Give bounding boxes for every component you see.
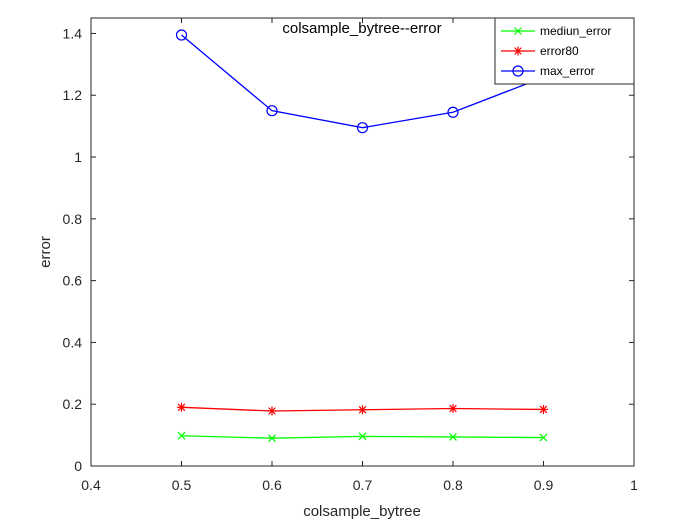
marker-stroke xyxy=(358,432,367,441)
y-axis-ticks: 0 0.2 0.4 0.6 0.8 1 1.2 1.4 xyxy=(63,25,634,474)
legend-item: mediun_error xyxy=(501,24,611,38)
marker-stroke xyxy=(449,433,457,441)
marker-stroke xyxy=(514,27,522,35)
legend-marker xyxy=(514,27,522,35)
y-tick-label: 1.4 xyxy=(63,25,83,41)
data-point xyxy=(177,431,186,440)
x-axis-label: colsample_bytree xyxy=(303,503,421,520)
plot-area xyxy=(90,17,635,467)
chart-title: colsample_bytree--error xyxy=(282,20,441,37)
legend-label: mediun_error xyxy=(540,24,611,38)
marker-circle xyxy=(175,29,188,41)
data-point xyxy=(358,405,367,415)
marker-stroke xyxy=(177,403,186,412)
y-tick-label: 1 xyxy=(74,149,82,165)
data-point xyxy=(175,29,188,41)
data-point xyxy=(447,106,459,118)
data-point xyxy=(268,434,276,443)
x-tick-label: 0.7 xyxy=(353,477,373,493)
legend: mediun_error error80 max_error xyxy=(494,17,635,85)
x-tick-label: 0.5 xyxy=(172,477,192,493)
data-point xyxy=(448,404,458,414)
data-point xyxy=(267,406,277,416)
marker-stroke xyxy=(539,405,548,414)
data-point xyxy=(539,433,548,442)
marker-circle xyxy=(356,122,369,134)
x-tick-label: 0.9 xyxy=(534,477,554,493)
y-tick-label: 0.2 xyxy=(63,396,83,412)
series-error80 xyxy=(177,402,548,416)
marker-stroke xyxy=(268,407,276,415)
y-tick-label: 0.8 xyxy=(63,211,83,227)
marker-circle xyxy=(447,106,459,118)
legend-label: error80 xyxy=(540,44,579,58)
y-tick-label: 1.2 xyxy=(63,87,83,103)
data-point xyxy=(358,432,367,441)
marker-circle xyxy=(512,65,524,77)
data-point xyxy=(356,122,369,134)
plot-frame xyxy=(90,17,635,467)
x-tick-label: 1 xyxy=(630,477,638,493)
marker-stroke xyxy=(358,405,367,414)
data-point xyxy=(449,433,457,441)
legend-item: max_error xyxy=(501,64,595,78)
legend-marker xyxy=(513,46,523,56)
x-tick-label: 0.8 xyxy=(443,477,463,493)
legend-item: error80 xyxy=(501,44,579,58)
series-mediun-error xyxy=(177,431,548,443)
marker-stroke xyxy=(268,434,276,443)
data-point xyxy=(266,105,278,117)
legend-label: max_error xyxy=(540,64,595,78)
marker-stroke xyxy=(449,404,457,413)
marker-stroke xyxy=(177,431,186,440)
x-tick-label: 0.6 xyxy=(262,477,282,493)
data-point xyxy=(177,402,186,412)
x-tick-label: 0.4 xyxy=(81,477,101,493)
legend-marker xyxy=(512,65,524,77)
y-tick-label: 0.6 xyxy=(63,273,83,289)
y-tick-label: 0 xyxy=(74,458,82,474)
marker-stroke xyxy=(514,47,522,55)
marker-stroke xyxy=(539,433,548,442)
series-layer xyxy=(175,29,550,443)
y-axis-label: error xyxy=(37,236,54,268)
series-line xyxy=(181,34,544,129)
data-point xyxy=(539,404,548,414)
y-tick-label: 0.4 xyxy=(63,334,83,350)
marker-circle xyxy=(266,105,278,117)
